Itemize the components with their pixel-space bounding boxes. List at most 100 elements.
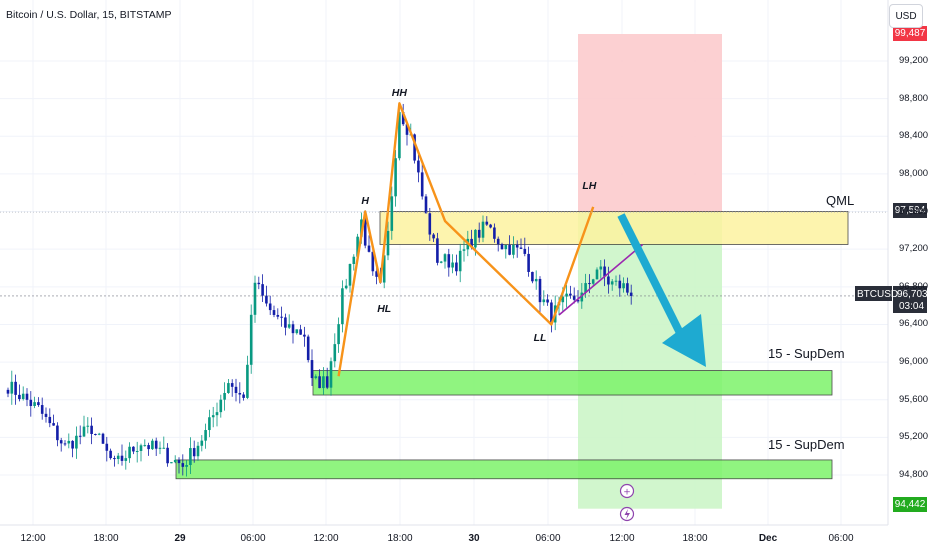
- y-tick-label: 94,800: [899, 469, 928, 480]
- candle-body: [607, 276, 610, 284]
- candle-body: [102, 434, 105, 444]
- x-tick-label: 30: [468, 533, 479, 544]
- candle-body: [425, 196, 428, 213]
- candle-body: [486, 222, 489, 225]
- candle-body: [463, 249, 466, 250]
- candle-body: [546, 299, 549, 302]
- x-tick-label: 06:00: [535, 533, 560, 544]
- candle-body: [478, 230, 481, 238]
- candle-body: [349, 264, 352, 286]
- candle-body: [83, 427, 86, 437]
- candle-body: [341, 288, 344, 324]
- candle-body: [227, 383, 230, 393]
- candle-body: [79, 436, 82, 437]
- candle-body: [155, 441, 158, 449]
- supdem-label-lower: 15 - SupDem: [768, 437, 845, 452]
- y-tick-label: 98,400: [899, 130, 928, 141]
- candle-body: [109, 451, 112, 458]
- candle-body: [482, 222, 485, 238]
- candle-body: [505, 245, 508, 249]
- y-tick-label: 96,400: [899, 318, 928, 329]
- supdem-zone: [176, 460, 832, 479]
- candle-body: [520, 248, 523, 249]
- candle-body: [136, 451, 139, 452]
- x-tick-label: 06:00: [828, 533, 853, 544]
- candle-body: [284, 317, 287, 327]
- candle-body: [49, 417, 52, 423]
- candle-body: [189, 448, 192, 465]
- candle-body: [615, 281, 618, 282]
- stop-loss-zone: [578, 34, 722, 212]
- x-tick-label: Dec: [759, 533, 777, 544]
- candle-body: [174, 460, 177, 462]
- candle-body: [106, 444, 109, 451]
- candle-body: [292, 324, 295, 333]
- candle-body: [216, 412, 219, 415]
- candle-body: [117, 456, 120, 459]
- candle-body: [11, 382, 14, 394]
- event-marker-glyph: +: [623, 488, 631, 498]
- candle-body: [417, 161, 420, 173]
- y-tick-label: 98,800: [899, 93, 928, 104]
- candle-body: [596, 270, 599, 280]
- candle-body: [277, 315, 280, 317]
- candle-body: [273, 310, 276, 315]
- candle-body: [223, 393, 226, 400]
- candle-body: [626, 283, 629, 292]
- candle-body: [516, 245, 519, 248]
- candle-body: [98, 434, 101, 435]
- pattern-label-h: H: [361, 195, 369, 207]
- candle-body: [75, 436, 78, 449]
- candle-body: [41, 405, 44, 414]
- pattern-label-lh: LH: [582, 180, 596, 192]
- candle-body: [527, 254, 530, 272]
- candle-body: [231, 383, 234, 387]
- qml-label: QML: [826, 193, 854, 208]
- pattern-label-ll: LL: [534, 332, 547, 344]
- candle-body: [508, 245, 511, 255]
- candle-body: [208, 417, 211, 430]
- candle-body: [588, 283, 591, 284]
- candle-body: [212, 415, 215, 417]
- candle-body: [254, 283, 257, 315]
- candle-body: [250, 315, 253, 365]
- candle-body: [474, 230, 477, 248]
- candle-body: [68, 441, 71, 444]
- candle-body: [45, 414, 48, 417]
- candle-body: [125, 458, 128, 461]
- candle-body: [235, 387, 238, 393]
- candle-body: [451, 263, 454, 268]
- x-tick-label: 12:00: [20, 533, 45, 544]
- candle-body: [444, 254, 447, 261]
- candle-body: [326, 376, 329, 387]
- candle-body: [90, 426, 93, 434]
- candle-body: [159, 448, 162, 449]
- candle-body: [318, 376, 321, 388]
- symbol-tag: BTCUSD: [857, 289, 898, 300]
- y-tick-label: 95,200: [899, 431, 928, 442]
- candle-body: [303, 335, 306, 337]
- y-tick-label: 97,200: [899, 243, 928, 254]
- currency-button[interactable]: USD: [889, 4, 923, 28]
- candle-body: [368, 246, 371, 252]
- x-tick-label: 18:00: [93, 533, 118, 544]
- candle-body: [531, 272, 534, 281]
- candle-body: [14, 382, 17, 395]
- x-tick-label: 29: [174, 533, 185, 544]
- candle-body: [345, 286, 348, 289]
- candle-body: [592, 279, 595, 283]
- candle-body: [269, 303, 272, 310]
- candle-body: [132, 447, 135, 452]
- supdem-zone: [313, 371, 832, 395]
- candle-body: [353, 257, 356, 264]
- stop-price-tag: 99,487: [893, 26, 927, 41]
- candle-body: [201, 441, 204, 446]
- candle-body: [239, 393, 242, 395]
- candle-body: [261, 284, 264, 295]
- countdown-tag: 03:04: [899, 301, 924, 312]
- candle-body: [311, 360, 314, 378]
- candle-body: [280, 317, 283, 318]
- candle-body: [299, 329, 302, 334]
- candle-body: [144, 445, 147, 446]
